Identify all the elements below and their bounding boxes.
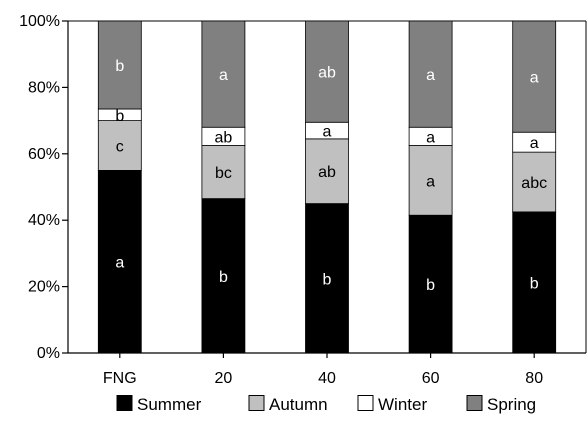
bar-segment-label: b bbox=[426, 277, 435, 294]
bar-segment-label: a bbox=[426, 129, 435, 146]
y-tick-label: 20% bbox=[28, 279, 60, 296]
legend-item-spring: Spring bbox=[466, 395, 536, 414]
legend: Summer Autumn Winter Spring bbox=[116, 395, 536, 414]
bar-segment-autumn bbox=[408, 145, 453, 216]
bar-segment-summer bbox=[97, 169, 142, 354]
y-tick-label: 40% bbox=[28, 212, 60, 229]
bar-segment-label: ab bbox=[318, 164, 336, 181]
bar-segment-autumn bbox=[305, 138, 349, 204]
bar-group-40: b ab a ab bbox=[305, 20, 349, 354]
bar-group-60: b a a a bbox=[408, 20, 453, 354]
legend-item-winter: Winter bbox=[357, 395, 427, 414]
bar-segment-label: a bbox=[426, 67, 435, 84]
bar-segment-label: bc bbox=[215, 165, 232, 182]
bar-segment-label: b bbox=[115, 108, 124, 125]
x-tick-label: 60 bbox=[422, 370, 440, 387]
legend-label: Autumn bbox=[269, 395, 328, 414]
x-axis: FNG 20 40 60 80 bbox=[68, 352, 586, 387]
bar-segment-spring bbox=[512, 20, 557, 133]
bar-segment-summer bbox=[512, 211, 557, 354]
bar-segment-label: b bbox=[323, 271, 332, 288]
bar-segment-summer bbox=[305, 203, 349, 354]
legend-label: Summer bbox=[137, 395, 202, 414]
x-tick-label: 40 bbox=[318, 370, 336, 387]
bar-segment-label: a bbox=[323, 124, 332, 141]
legend-item-autumn: Autumn bbox=[248, 395, 328, 414]
legend-item-summer: Summer bbox=[116, 395, 202, 414]
bar-segment-autumn bbox=[512, 151, 557, 213]
bar-segment-label: abc bbox=[521, 175, 547, 192]
bar-segment-label: b bbox=[115, 58, 124, 75]
x-tick-label: 80 bbox=[525, 370, 543, 387]
legend-swatch bbox=[357, 395, 374, 411]
bar-group-80: b abc a a bbox=[512, 20, 557, 354]
x-tick-label: 20 bbox=[215, 370, 233, 387]
bar-segment-label: a bbox=[530, 135, 539, 152]
legend-swatch bbox=[466, 395, 483, 411]
bar-segment-label: ab bbox=[318, 65, 336, 82]
y-tick-label: 100% bbox=[19, 13, 60, 30]
legend-swatch bbox=[116, 395, 133, 411]
bar-segment-summer bbox=[408, 214, 453, 354]
bar-segment-spring bbox=[305, 20, 349, 123]
legend-label: Winter bbox=[378, 395, 427, 414]
bar-segment-label: ab bbox=[215, 129, 233, 146]
bar-segment-autumn bbox=[97, 120, 142, 171]
y-tick-label: 80% bbox=[28, 79, 60, 96]
bar-segment-label: a bbox=[426, 173, 435, 190]
y-tick-label: 60% bbox=[28, 146, 60, 163]
bar-segment-spring bbox=[201, 20, 246, 128]
bar-segment-spring bbox=[408, 20, 453, 128]
bar-segment-label: b bbox=[530, 275, 539, 292]
bar-segment-label: a bbox=[115, 255, 124, 272]
legend-swatch bbox=[248, 395, 265, 411]
bar-segment-label: c bbox=[116, 139, 124, 156]
bar-segment-label: a bbox=[219, 67, 228, 84]
bar-segment-spring bbox=[97, 20, 142, 110]
y-tick-label: 0% bbox=[37, 345, 60, 362]
bar-segment-label: a bbox=[530, 70, 539, 87]
legend-label: Spring bbox=[487, 395, 536, 414]
x-tick-label: FNG bbox=[103, 370, 137, 387]
bar-group-20: b bc ab a bbox=[201, 20, 246, 354]
bar-segment-label: b bbox=[219, 269, 228, 286]
y-axis: 0% 20% 40% 60% 80% 100% bbox=[19, 13, 69, 362]
